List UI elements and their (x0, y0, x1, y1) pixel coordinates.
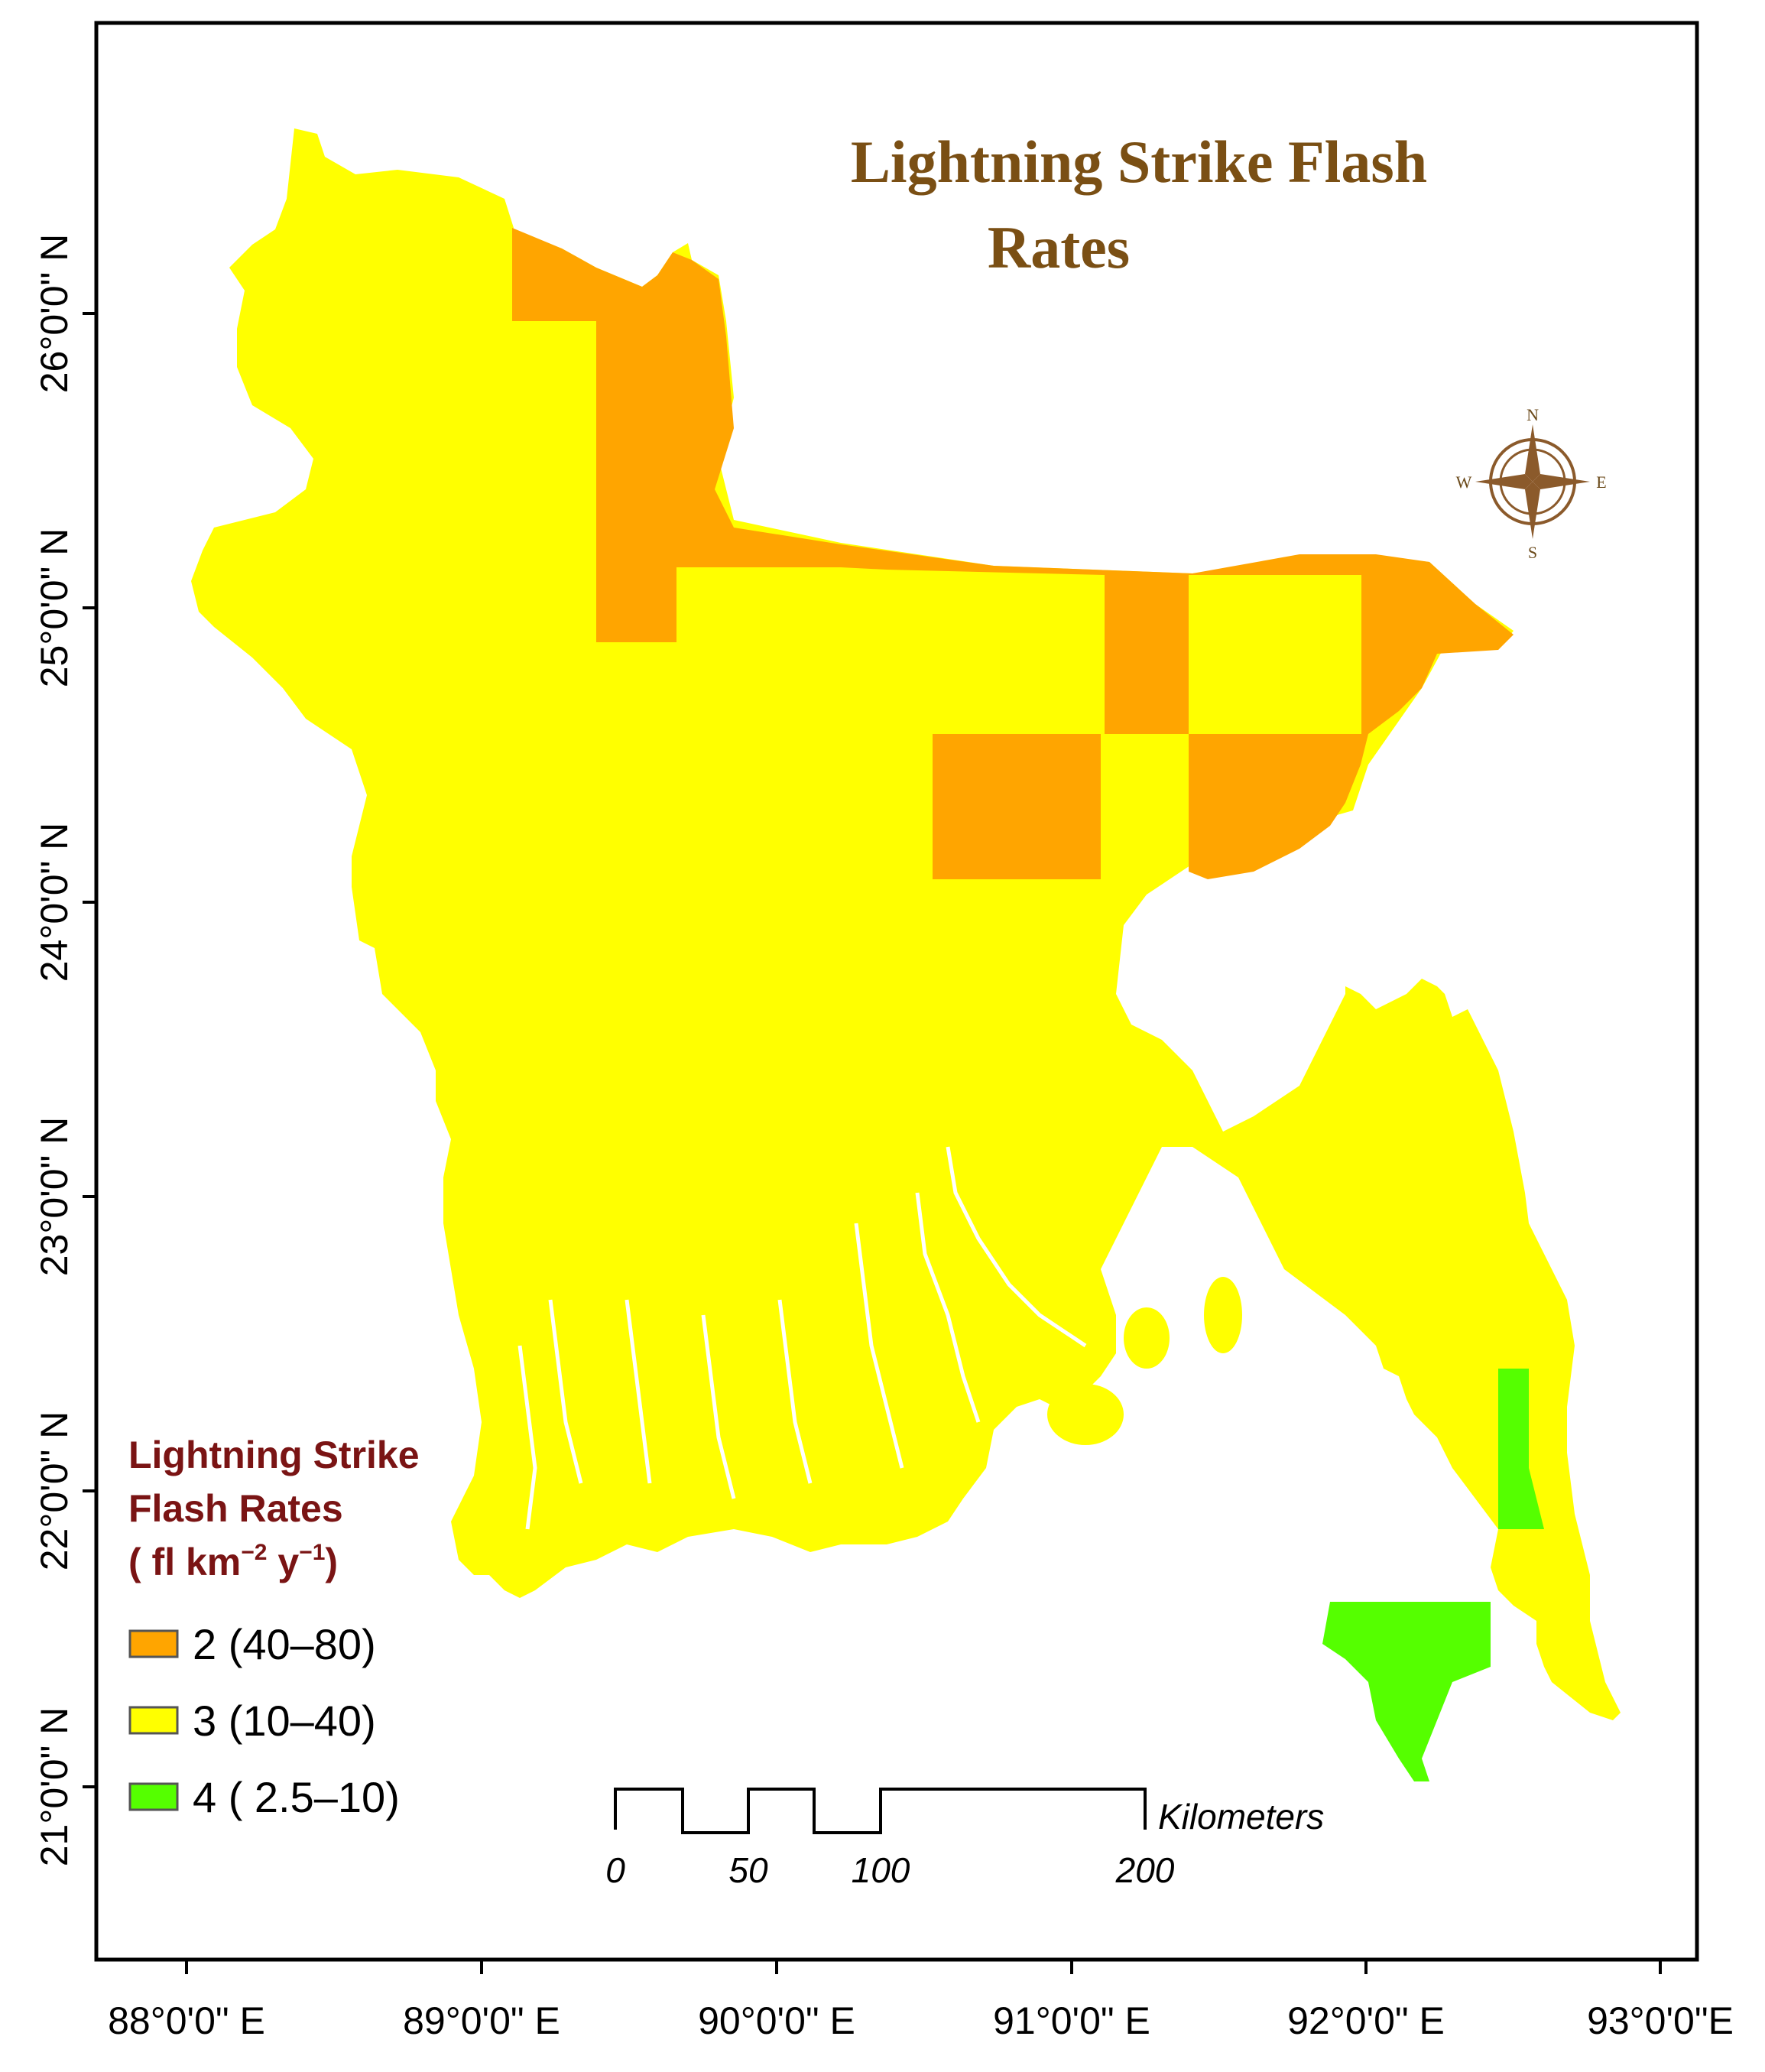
scale-tick-100: 100 (852, 1850, 910, 1890)
y-axis (83, 312, 96, 1788)
y-label-25: 25°0'0" N (33, 528, 76, 688)
river-channels (517, 1146, 1179, 1530)
x-label-89: 89°0'0" E (403, 1999, 560, 2042)
y-label-21: 21°0'0" N (33, 1707, 76, 1867)
x-axis (185, 1960, 1662, 1974)
legend: Lightning Strike Flash Rates ( fl km−2 y… (128, 1434, 420, 1821)
y-label-23: 23°0'0" N (33, 1117, 76, 1277)
legend-title-line1: Lightning Strike (128, 1434, 420, 1476)
legend-swatch-class-4 (128, 1782, 179, 1811)
legend-label-class-4: 4 ( 2.5–10) (193, 1773, 400, 1821)
x-label-90: 90°0'0" E (698, 1999, 855, 2042)
delta-islands (1047, 1277, 1242, 1445)
y-label-24: 24°0'0" N (33, 823, 76, 982)
legend-swatch-class-3 (128, 1706, 179, 1735)
scale-unit: Kilometers (1158, 1797, 1324, 1837)
legend-title-line2: Flash Rates (128, 1487, 343, 1530)
compass-n: N (1527, 405, 1539, 424)
legend-label-class-3: 3 (10–40) (193, 1697, 376, 1745)
scale-tick-200: 200 (1115, 1850, 1175, 1890)
x-label-93: 93°0'0"E (1587, 1999, 1734, 2042)
scale-tick-50: 50 (728, 1850, 768, 1890)
scale-bar (614, 1788, 1147, 1834)
compass-s: S (1528, 543, 1537, 562)
region-class-3 (191, 128, 1621, 1720)
map-title-line2: Rates (988, 214, 1130, 281)
compass-e: E (1596, 473, 1606, 492)
region-class-4-coast (1498, 1369, 1544, 1529)
x-label-92: 92°0'0" E (1287, 1999, 1445, 2042)
compass-w: W (1456, 473, 1472, 492)
x-label-88: 88°0'0" E (108, 1999, 265, 2042)
y-label-26: 26°0'0" N (33, 234, 76, 394)
legend-swatch-class-2 (128, 1629, 179, 1658)
y-label-22: 22°0'0" N (33, 1411, 76, 1571)
compass-rose-icon: N S E W (1456, 405, 1607, 562)
legend-title-line3: ( fl km−2 y−1) (128, 1540, 338, 1583)
map-title-line1: Lightning Strike Flash (851, 128, 1427, 195)
x-label-91: 91°0'0" E (993, 1999, 1150, 2042)
legend-label-class-2: 2 (40–80) (193, 1620, 376, 1668)
scale-tick-0: 0 (605, 1850, 625, 1890)
region-class-3-square (1189, 575, 1361, 734)
region-class-4-south (1322, 1602, 1491, 1781)
